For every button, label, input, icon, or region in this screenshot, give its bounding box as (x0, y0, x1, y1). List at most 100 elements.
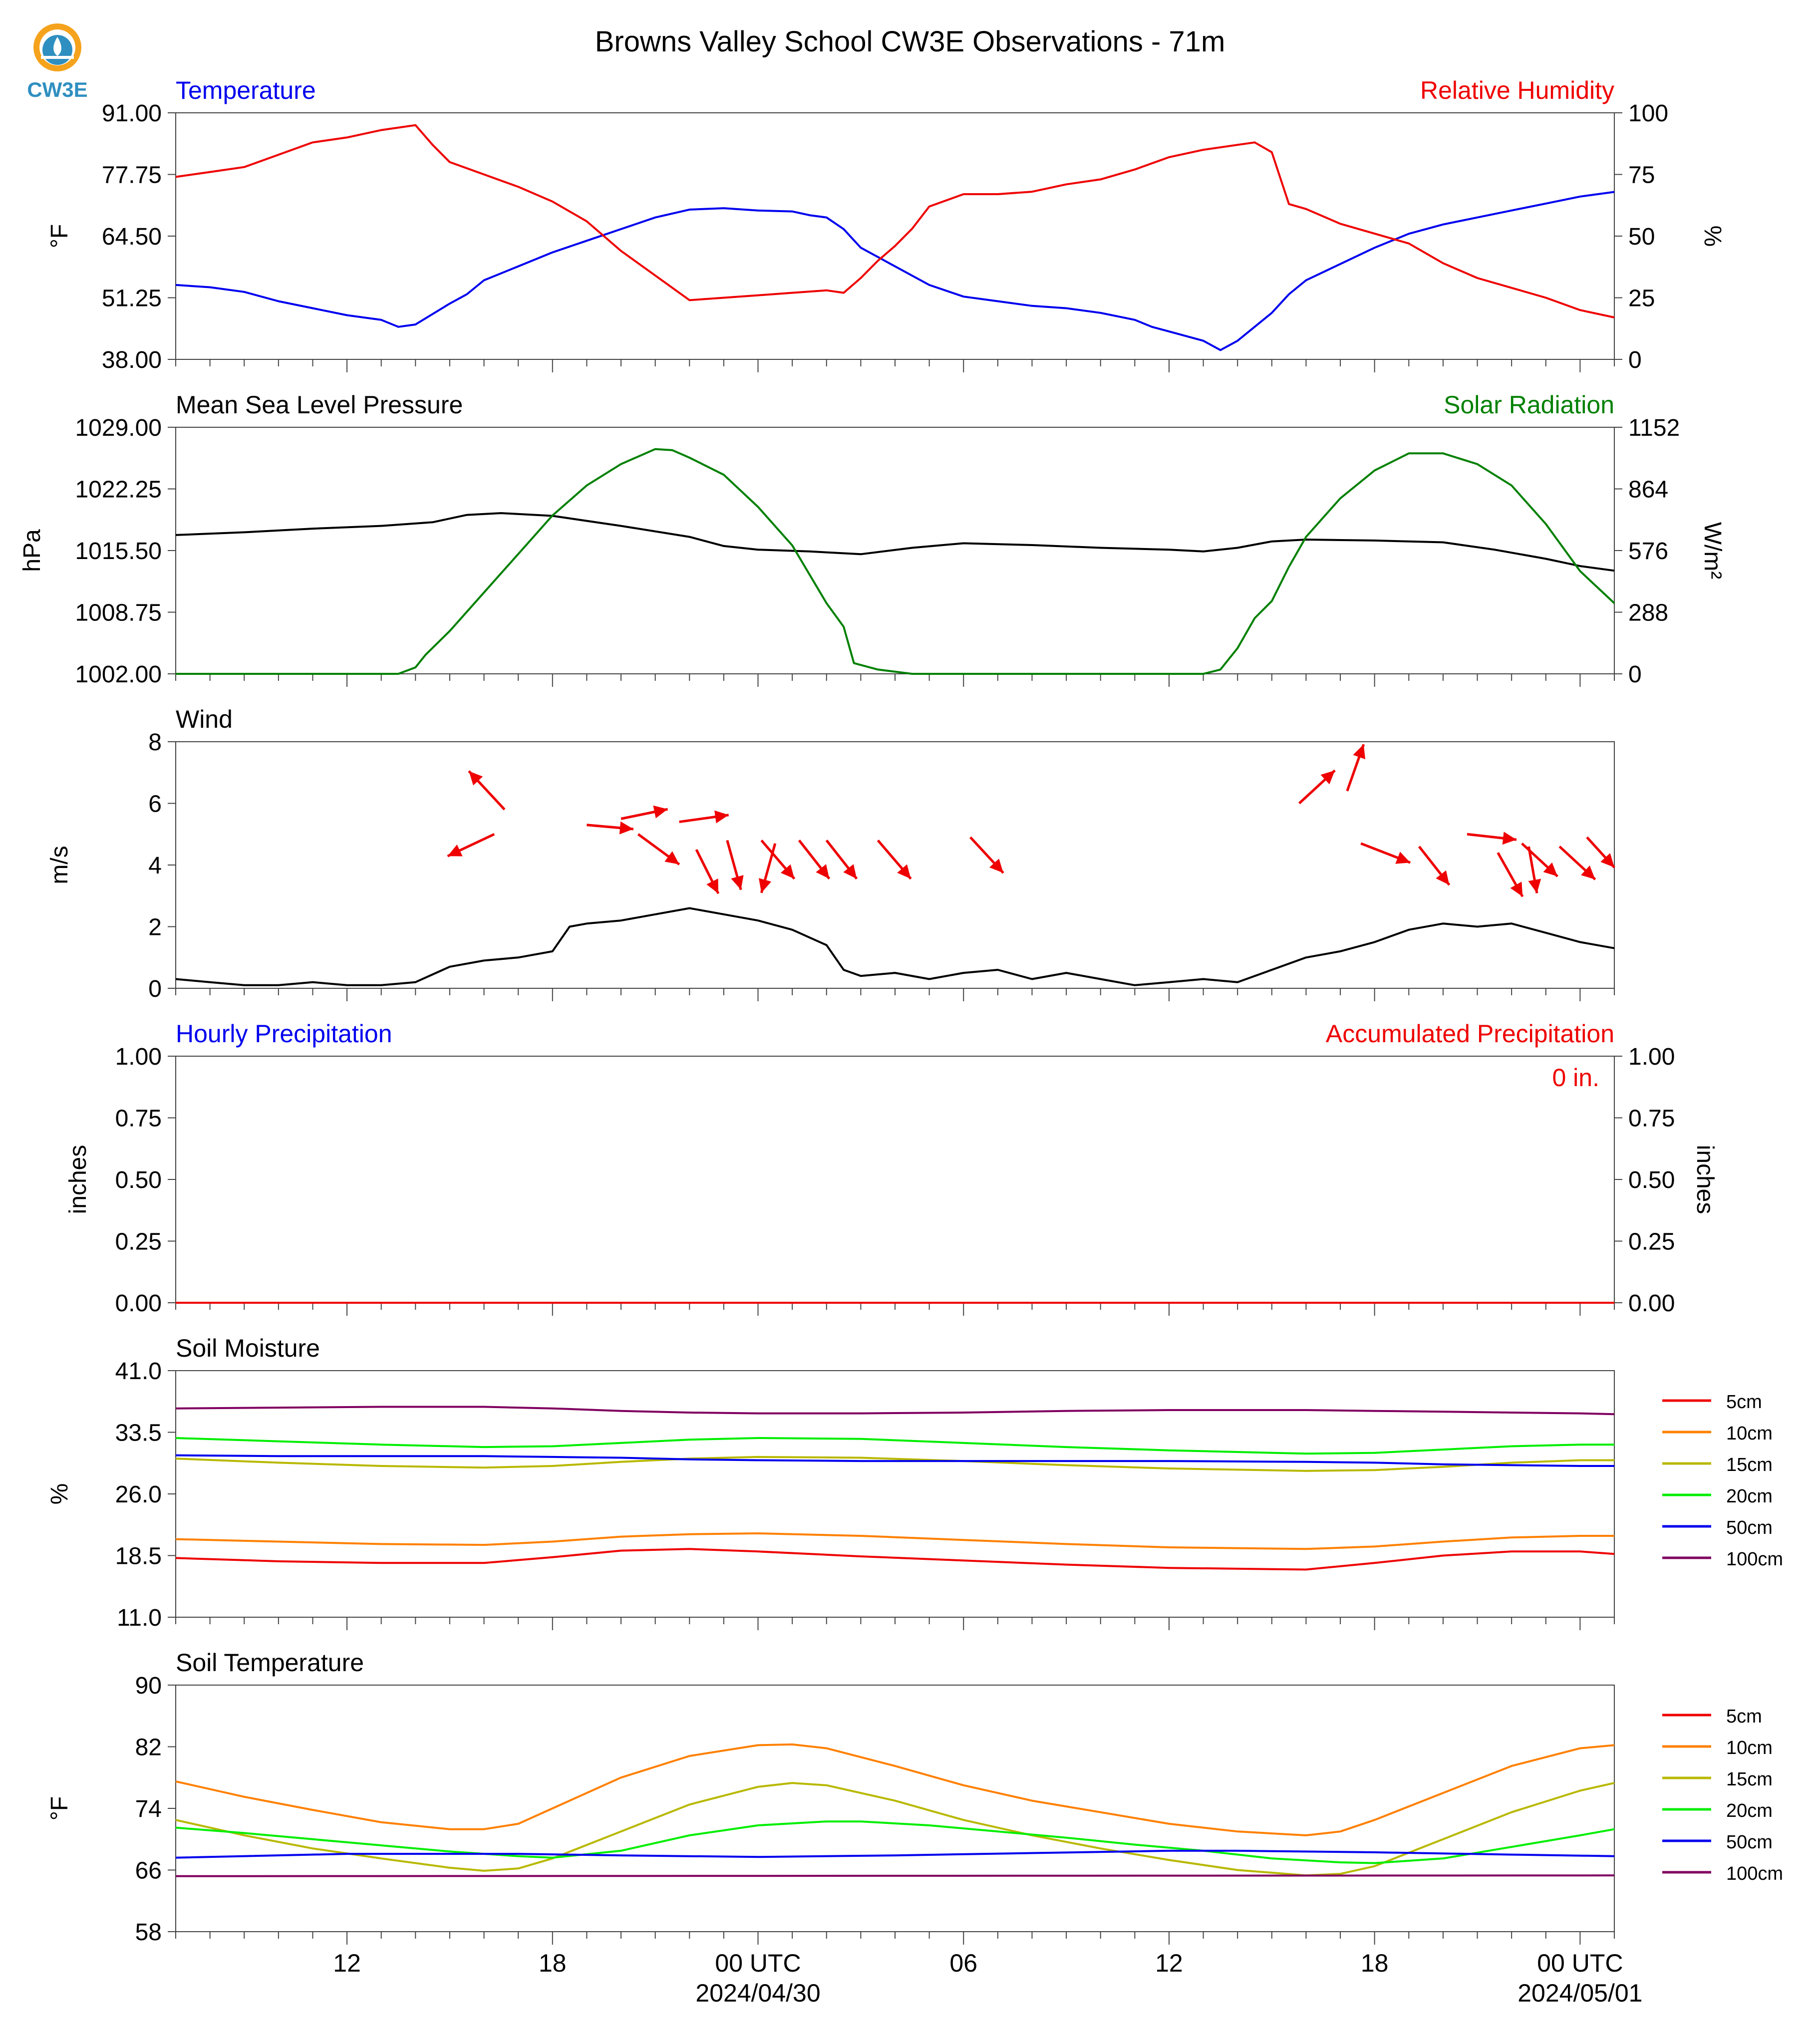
y-tick-label-left: 82 (135, 1735, 162, 1761)
y-tick-label-right: 0 (1628, 347, 1642, 373)
legend-label: 100cm (1726, 1549, 1783, 1570)
wind-arrow-head (714, 810, 729, 824)
y-tick-label-left: 1029.00 (75, 415, 162, 441)
y-tick-label-right: 0.75 (1628, 1106, 1675, 1132)
panel-pressure: Mean Sea Level Pressure Solar Radiation 10… (19, 391, 1726, 688)
wind-arrow-head (989, 859, 1003, 873)
y-axis-label-left: °F (46, 224, 73, 249)
panel-temp: Temperature Relative Humidity 91.00 77.75 64… (46, 76, 1726, 373)
y-tick-label-right: 0 (1628, 661, 1642, 688)
x-date-label: 2024/05/01 (1517, 1979, 1642, 2007)
y-tick-label-left: 33.5 (115, 1420, 162, 1447)
panel-soilm: Soil Moisture 41.0 33.5 26.0 18.5 11.0% 5cm 10c… (46, 1334, 1783, 1631)
accumulated-precip-label: 0 in. (1552, 1064, 1599, 1092)
wind-arrow-head (897, 864, 911, 879)
wind-arrow-head (469, 771, 483, 786)
panel-title-left: Hourly Precipitation (176, 1020, 392, 1048)
cw3e-logo: CW3E (27, 23, 88, 101)
series-line-15cm (175, 1782, 1615, 1877)
panel-title-left: Soil Moisture (176, 1334, 320, 1362)
series-line-solar-radiation (176, 448, 1615, 675)
series-line-10cm (175, 1532, 1614, 1550)
series-line-5cm (175, 1548, 1615, 1571)
wind-arrow-head (1600, 853, 1615, 868)
panel-title-right: Solar Radiation (1444, 391, 1614, 419)
y-axis-label-left: °F (46, 1796, 73, 1821)
series-line-10cm (175, 1743, 1615, 1836)
y-tick-label-left: 77.75 (102, 162, 162, 189)
y-tick-label-left: 1022.25 (75, 477, 162, 503)
x-tick-label: 18 (539, 1949, 567, 1977)
series-line-mean-sea-level-pressure (175, 512, 1615, 572)
wind-arrow-head (447, 844, 463, 857)
y-axis-label-right: W/m² (1699, 522, 1726, 579)
y-axis-label-left: hPa (19, 529, 45, 572)
series-line-50cm (175, 1849, 1615, 1859)
water-drop-icon (53, 37, 61, 56)
series-line-temperature (175, 191, 1615, 351)
wind-arrow-head (1510, 881, 1523, 897)
panel-title-left: Soil Temperature (176, 1649, 364, 1677)
wind-arrow-head (1320, 770, 1335, 785)
wind-arrow-head (1543, 862, 1558, 876)
series-line-15cm (175, 1455, 1614, 1472)
x-tick-label: 12 (1155, 1949, 1183, 1977)
y-tick-label-right: 1.00 (1628, 1044, 1675, 1070)
panel-title-left: Mean Sea Level Pressure (176, 391, 463, 419)
panel-title-right: Relative Humidity (1420, 76, 1614, 104)
y-tick-label-right: 864 (1628, 477, 1668, 503)
chart-panels: Temperature Relative Humidity91.0077.7564… (19, 76, 1783, 2007)
y-tick-label-left: 1.00 (115, 1044, 162, 1070)
y-tick-label-left: 41.0 (115, 1358, 162, 1385)
series-line-20cm (175, 1437, 1614, 1455)
wind-arrow-head (1528, 878, 1541, 893)
wind-arrow-head (664, 851, 679, 865)
series-line-20cm (175, 1820, 1615, 1864)
y-tick-label-left: 0.50 (115, 1167, 162, 1193)
y-tick-label-left: 38.00 (102, 347, 162, 373)
y-tick-label-left: 0 (148, 976, 162, 1002)
legend-label: 5cm (1726, 1706, 1762, 1727)
y-tick-label-right: 25 (1628, 286, 1655, 312)
y-axis-label-left: m/s (46, 846, 73, 884)
y-tick-label-left: 66 (135, 1858, 162, 1884)
series-line-50cm (175, 1454, 1614, 1467)
y-tick-label-left: 11.0 (117, 1605, 162, 1631)
panel-wind: Wind 8 6 4 2 0 m/s (46, 705, 1615, 1002)
y-axis-label-left: inches (65, 1145, 91, 1214)
y-tick-label-left: 0.25 (115, 1229, 162, 1255)
x-tick-label: 00 UTC (715, 1949, 801, 1977)
wind-arrow-head (843, 864, 857, 879)
legend-label: 15cm (1726, 1769, 1773, 1790)
y-axis-label-right: inches (1692, 1145, 1718, 1214)
y-tick-label-right: 100 (1628, 100, 1668, 127)
y-tick-label-left: 90 (135, 1673, 162, 1699)
wind-arrow-head (780, 864, 795, 879)
y-tick-label-left: 6 (148, 791, 162, 818)
y-tick-label-right: 576 (1628, 538, 1668, 565)
y-tick-label-right: 0.25 (1628, 1229, 1675, 1255)
wind-arrow-head (1436, 870, 1450, 885)
x-date-label: 2024/04/30 (695, 1979, 820, 2007)
panel-title-left: Wind (176, 705, 233, 733)
logo-text: CW3E (27, 78, 87, 101)
legend-label: 10cm (1726, 1738, 1773, 1758)
y-tick-label-left: 18.5 (115, 1543, 162, 1570)
legend-label: 20cm (1726, 1486, 1773, 1507)
y-tick-label-left: 1008.75 (75, 600, 162, 626)
series-line-wind-speed (175, 907, 1615, 986)
legend-label: 50cm (1726, 1832, 1773, 1853)
legend-label: 10cm (1726, 1423, 1773, 1444)
series-line-relative-humidity (175, 124, 1615, 318)
logo-wave-line (41, 56, 74, 59)
wind-arrow-head (816, 864, 830, 879)
x-tick-label: 06 (949, 1949, 977, 1977)
y-tick-label-left: 74 (135, 1796, 162, 1822)
y-tick-label-left: 64.50 (102, 224, 162, 250)
y-tick-label-left: 1002.00 (75, 661, 162, 688)
wind-arrow-head (731, 875, 744, 890)
legend-label: 100cm (1726, 1863, 1783, 1884)
